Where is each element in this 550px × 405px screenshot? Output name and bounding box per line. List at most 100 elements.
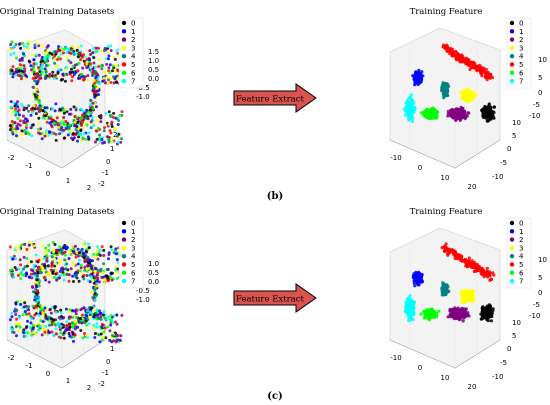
legend-marker: [509, 270, 515, 275]
z-tick-label: 10: [538, 256, 547, 264]
scatter-point: [98, 273, 102, 277]
chart-title: Original Training Datasets: [0, 7, 114, 17]
scatter-point: [25, 257, 29, 260]
scatter-point: [74, 255, 78, 259]
scatter-point: [88, 111, 92, 115]
scatter-point: [9, 53, 13, 57]
scatter-point: [75, 125, 79, 129]
scatter-point: [40, 333, 44, 337]
panel-feature-bottom: Training Feature -10 0 10 20 10 5 0 -5 -…: [389, 207, 547, 391]
scatter-point: [92, 86, 96, 90]
scatter-point: [53, 57, 57, 61]
scatter-point: [82, 273, 86, 277]
arrow-shape: [233, 83, 317, 113]
scatter-point: [460, 297, 464, 301]
scatter-point: [57, 45, 61, 49]
x-tick-label: 10: [441, 374, 450, 382]
scatter-point: [81, 313, 84, 317]
scatter-point: [34, 53, 38, 57]
scatter-point: [114, 66, 118, 70]
scatter-point: [11, 65, 15, 69]
scatter-point: [111, 64, 115, 68]
scatter-point: [76, 69, 80, 73]
scatter-point: [13, 70, 17, 74]
feature-extract-arrow: Feature Extract: [233, 283, 317, 313]
scatter-point: [87, 322, 91, 326]
scatter-point: [31, 285, 34, 289]
scatter-point: [479, 71, 483, 75]
scatter-point: [120, 313, 124, 317]
arrow-shape: [233, 283, 317, 313]
scatter-point: [82, 256, 86, 260]
scatter-point: [23, 310, 27, 313]
scatter-point: [55, 323, 59, 327]
scatter-point: [107, 315, 111, 319]
legend-label: 6: [519, 69, 524, 77]
scatter-point: [106, 44, 110, 48]
scatter-point: [86, 78, 90, 82]
scatter-point: [72, 319, 76, 323]
legend-label: 3: [131, 44, 135, 52]
scatter-point: [71, 261, 75, 265]
scatter-point: [13, 248, 17, 252]
scatter-point: [115, 339, 119, 343]
scatter-point: [94, 72, 98, 76]
scatter-point: [94, 105, 98, 109]
scatter-point: [45, 54, 49, 58]
scatter-point: [441, 81, 445, 85]
scatter-point: [99, 115, 103, 119]
scatter-point: [50, 330, 54, 334]
scatter-point: [16, 100, 20, 104]
z-tick-label: 1.0: [148, 260, 159, 268]
scatter-point: [21, 41, 25, 45]
scatter-point: [65, 65, 68, 69]
scatter-point: [97, 65, 101, 69]
scatter-point: [79, 58, 83, 62]
scatter-point: [59, 311, 63, 315]
scatter-point: [68, 123, 72, 127]
x-tick-labels: -2 -1 0 1 2: [8, 354, 92, 392]
scatter-point: [466, 59, 470, 64]
scatter-point: [454, 108, 458, 112]
scatter-point: [58, 328, 62, 332]
scatter-point: [16, 105, 20, 109]
scatter-point: [49, 311, 53, 315]
scatter-point: [430, 110, 434, 114]
scatter-point: [95, 80, 99, 84]
y-tick-label: -1: [102, 169, 109, 177]
scatter-point: [98, 248, 102, 252]
scatter-point: [43, 106, 47, 110]
y-tick-labels: 2 1 0 -1 -2: [98, 331, 117, 388]
scatter-point: [491, 307, 495, 311]
y-tick-label: 1: [110, 345, 114, 353]
scatter-point: [95, 293, 99, 296]
scatter-point: [54, 73, 57, 77]
scatter-point: [34, 253, 38, 257]
scatter-point: [67, 273, 71, 277]
scatter-point: [59, 336, 63, 340]
scatter-point: [32, 263, 36, 267]
scatter-point: [48, 271, 52, 275]
scatter-point: [467, 111, 471, 115]
legend-label: 5: [131, 261, 135, 269]
scatter-point: [98, 133, 102, 137]
scatter-point: [96, 268, 100, 272]
scatter-point: [470, 62, 474, 66]
scatter-point: [108, 275, 112, 279]
scatter-point: [85, 333, 88, 337]
scatter-point: [71, 70, 75, 74]
scatter-point: [88, 259, 91, 263]
scatter-point: [113, 57, 117, 61]
scatter-point: [61, 77, 64, 81]
scatter-point: [38, 279, 42, 283]
scatter-point: [108, 71, 112, 74]
scatter-point: [39, 73, 42, 77]
scatter-point: [43, 268, 46, 272]
scatter-point: [36, 98, 40, 102]
scatter-point: [489, 116, 493, 120]
legend-label: 4: [519, 253, 524, 261]
scatter-point: [88, 316, 92, 320]
scatter-point: [94, 50, 98, 54]
scatter-point: [43, 57, 47, 61]
scatter-point: [411, 317, 415, 322]
